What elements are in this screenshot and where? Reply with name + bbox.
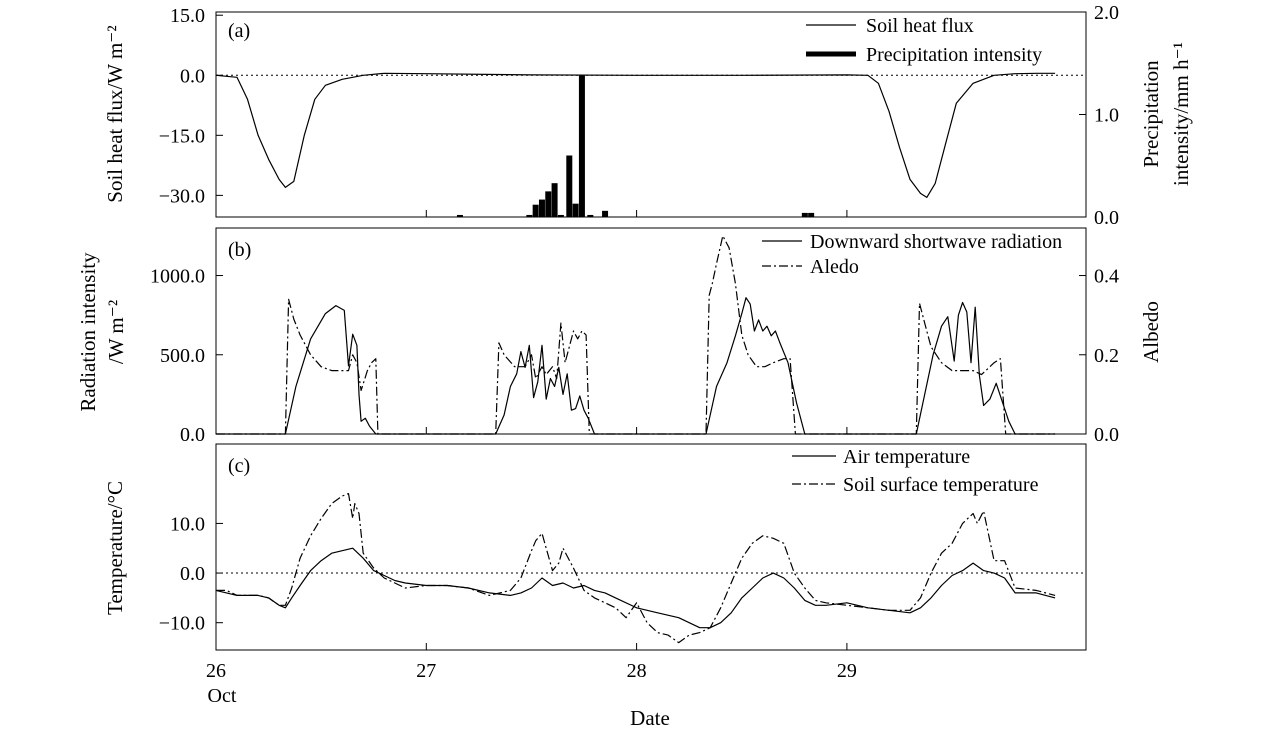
series-line-soil-heat-flux — [215, 72, 1056, 198]
precip-bar — [566, 155, 573, 217]
precip-bar — [557, 214, 564, 217]
x-tick-label: 29 — [837, 660, 857, 682]
precip-bar — [572, 203, 579, 217]
precip-bar — [602, 210, 609, 217]
panel-c-letter: (c) — [228, 455, 250, 477]
panel-b-ylabel-line1: Radiation intensity — [76, 252, 100, 412]
y-tick-label: −30.0 — [159, 185, 205, 207]
precip-bar — [808, 212, 815, 217]
y-tick-label: 500.0 — [160, 345, 205, 367]
panel-c-frame — [215, 443, 1087, 651]
precip-bar — [551, 183, 558, 217]
x-extra-label: Oct — [208, 685, 237, 707]
panel-c-ylabel: Temperature/°C — [103, 481, 127, 615]
y2-tick-label: 0.4 — [1094, 266, 1119, 288]
panel-a-ylabel: Soil heat flux/W m⁻² — [103, 25, 127, 202]
legend-label: Aledo — [810, 256, 859, 278]
y-tick-label: 15.0 — [170, 5, 205, 27]
plot-content: 15.0 0.0 −15.0 −30.0 2.0 1.0 0.0 Soil heat flux… — [150, 2, 1119, 682]
y-tick-label: 10.0 — [170, 513, 205, 535]
series-line-air-temperature — [215, 547, 1056, 629]
precip-bar — [578, 75, 585, 217]
panel-b-y2label: Albedo — [1139, 301, 1163, 363]
legend-label: Soil heat flux — [866, 15, 974, 37]
y-tick-label: 0.0 — [180, 424, 205, 446]
series-line-downward-shortwave-radiation — [216, 297, 1056, 435]
x-tick-label: 27 — [416, 660, 436, 682]
y2-tick-label: 2.0 — [1094, 2, 1119, 24]
panel-b-frame — [215, 227, 1087, 435]
panel-b-letter: (b) — [228, 239, 251, 261]
series-line-soil-surface-temperature — [216, 493, 1056, 644]
panel-a-y2label-line2: intensity/mm h⁻¹ — [1169, 42, 1193, 186]
precip-bar — [456, 214, 463, 217]
panel-a-letter: (a) — [228, 20, 250, 42]
series-line-aledo — [216, 235, 1056, 435]
panel-b-ylabel-line2: /W m⁻² — [104, 300, 128, 364]
y2-tick-label: 0.2 — [1094, 345, 1119, 367]
panel-a-y2label-line1: Precipitation — [1139, 60, 1163, 168]
precip-bar — [545, 191, 552, 217]
precip-bar — [532, 204, 539, 217]
precip-bar — [526, 214, 533, 217]
y-tick-label: 0.0 — [180, 563, 205, 585]
legend-label: Downward shortwave radiation — [810, 231, 1062, 253]
x-tick-label: 28 — [627, 660, 647, 682]
precip-bar — [538, 199, 545, 217]
precip-bar — [801, 212, 808, 217]
y2-tick-label: 1.0 — [1094, 105, 1119, 127]
x-tick-label: 26 — [206, 660, 226, 682]
y-tick-label: −10.0 — [159, 613, 205, 635]
y-tick-label: −15.0 — [159, 125, 205, 147]
precip-bar — [587, 214, 594, 217]
panel-a-frame — [215, 11, 1087, 218]
legend-label: Soil surface temperature — [843, 474, 1039, 496]
y-tick-label: 0.0 — [180, 65, 205, 87]
legend-label: Precipitation intensity — [866, 44, 1042, 66]
y-tick-label: 1000.0 — [150, 266, 205, 288]
y2-tick-label: 0.0 — [1094, 424, 1119, 446]
legend-label: Air temperature — [843, 446, 970, 468]
y2-tick-label: 0.0 — [1094, 207, 1119, 229]
x-axis-label: Date — [630, 706, 670, 730]
